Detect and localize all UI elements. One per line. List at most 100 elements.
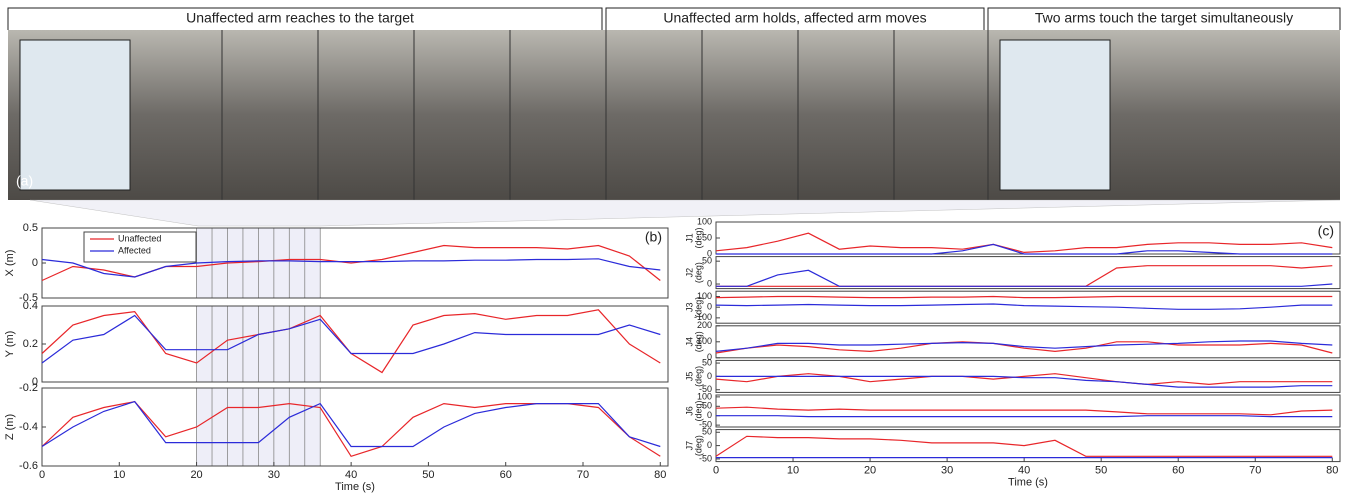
series-line [716,243,1333,255]
series-line [41,400,661,458]
x-tick-label: 50 [422,469,434,481]
screen [19,39,131,191]
series-line [715,341,1333,354]
y-axis-unit: (deg) [693,331,703,352]
frame-dividers [221,30,989,200]
y-tick-label: -50 [699,453,712,463]
y-tick-label: 100 [697,216,712,226]
y-tick-label: 0 [707,440,712,450]
y-axis-label: Z (m) [4,414,16,440]
legend-box [83,231,197,263]
series-line [716,415,1333,418]
y-axis-label: J1 [684,233,694,243]
y-tick-label: 0 [707,371,712,381]
x-axis-label: Time (s) [335,481,375,493]
series-line [715,373,1333,386]
x-tick-label: 10 [787,465,799,477]
series-line [41,258,661,278]
series-line [715,340,1333,352]
panel-label: (a) [16,173,33,189]
plot-frame [715,256,1341,290]
series-line [41,400,661,448]
y-tick-label: 0 [707,248,712,258]
legend-label: Unaffected [118,233,161,243]
series-line [41,309,661,374]
series-line [716,269,1333,287]
y-axis-label: J2 [684,268,694,278]
y-tick-label: 0 [707,278,712,288]
screen [999,39,1111,191]
plot-frame [715,325,1341,359]
y-axis-label: Y (m) [4,331,16,358]
y-tick-label: 0.2 [23,338,38,350]
y-tick-label: -0.5 [19,292,38,304]
legend-label: Affected [118,245,151,255]
photo-caption: Unaffected arm holds, affected arm moves [663,10,926,26]
photo [8,30,1340,200]
x-tick-label: 70 [1249,465,1261,477]
y-tick-label: 100 [697,391,712,401]
y-tick-label: 50 [702,357,712,367]
series-line [715,406,1333,416]
x-axis-label: Time (s) [1008,477,1048,489]
y-tick-label: 200 [697,320,712,330]
y-tick-label: 100 [697,291,712,301]
y-tick-label: -50 [699,384,712,394]
x-tick-label: 30 [268,469,280,481]
y-tick-label: 100 [697,336,712,346]
y-axis-unit: (deg) [693,297,703,318]
series-line [715,295,1333,299]
x-tick-label: 70 [577,469,589,481]
plot-frame [41,387,669,467]
y-tick-label: 50 [702,427,712,437]
y-axis-label: J5 [684,372,694,382]
zoom-guide [29,199,1341,227]
y-tick-label: 0 [707,410,712,420]
y-tick-label: -0.2 [19,382,38,394]
panel-label: (c) [1318,223,1334,239]
y-tick-label: 0 [32,257,38,269]
y-axis-unit: (deg) [693,366,703,387]
x-tick-label: 60 [1172,465,1184,477]
y-axis-label: X (m) [4,250,16,277]
y-tick-label: 0 [32,376,38,388]
y-tick-label: 0 [707,302,712,312]
x-tick-label: 20 [864,465,876,477]
x-tick-label: 0 [713,465,719,477]
y-tick-label: 0 [707,352,712,362]
y-tick-label: -50 [699,419,712,429]
photo-caption: Unaffected arm reaches to the target [186,10,414,26]
y-tick-label: 0.4 [23,300,38,312]
caption-brackets [7,7,1341,30]
y-axis-label: J3 [684,302,694,312]
x-tick-label: 0 [39,469,45,481]
x-tick-label: 40 [345,469,357,481]
y-axis-label: J7 [684,441,694,451]
series-line [715,303,1333,310]
x-tick-label: 80 [1326,465,1338,477]
x-tick-label: 60 [500,469,512,481]
y-axis-unit: (deg) [693,400,703,421]
plot-frame [715,394,1341,428]
x-tick-label: 80 [654,469,666,481]
y-axis-label: J6 [684,406,694,416]
y-tick-label: -0.6 [19,460,38,472]
panel-label: (b) [645,229,662,245]
photo-caption: Two arms touch the target simultaneously [1035,10,1293,26]
x-tick-label: 10 [113,469,125,481]
y-tick-label: 50 [702,401,712,411]
x-tick-label: 20 [190,469,202,481]
x-tick-label: 30 [941,465,953,477]
plot-frame [715,221,1341,255]
series-line [716,265,1333,287]
series-line [41,314,661,364]
series-line [715,435,1333,457]
y-tick-label: 50 [702,232,712,242]
y-axis-unit: (deg) [693,435,703,456]
series-line [716,375,1333,388]
y-tick-label: 50 [702,256,712,266]
y-tick-label: -100 [694,312,712,322]
y-axis-label: J4 [684,337,694,347]
y-axis-unit: (deg) [693,227,703,248]
